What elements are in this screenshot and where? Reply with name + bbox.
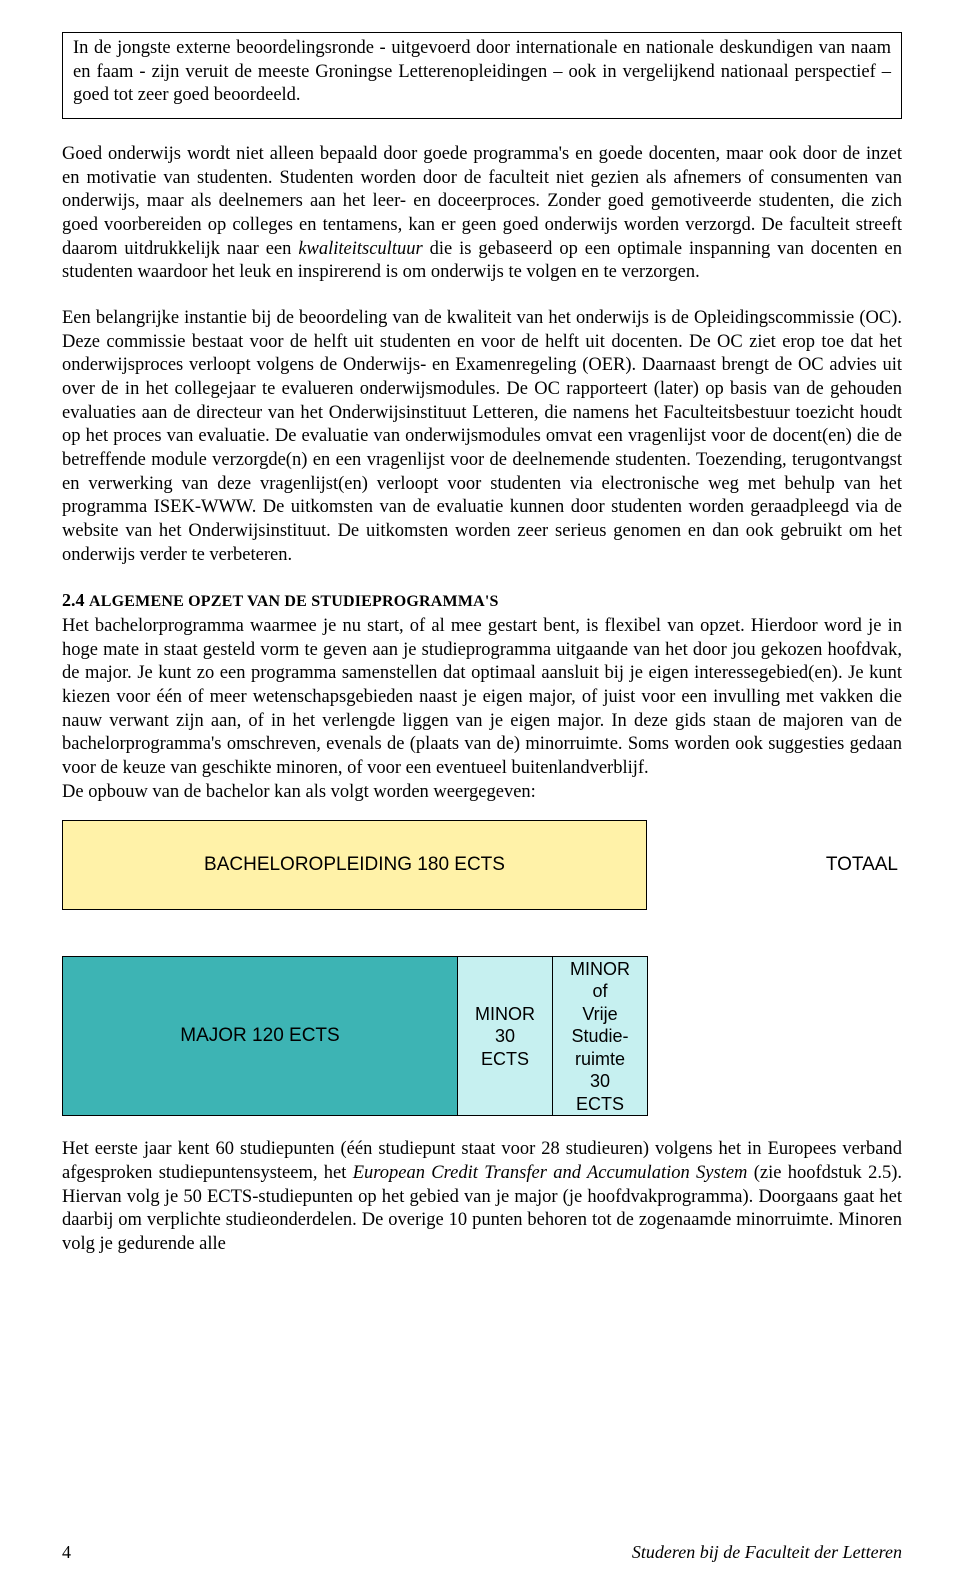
paragraph-4: Het eerste jaar kent 60 studiepunten (éé…: [62, 1138, 902, 1256]
minor2-line2: of: [592, 980, 607, 1003]
bachelor-box: BACHELOROPLEIDING 180 ECTS: [62, 820, 647, 910]
minor2-line5: ruimte: [575, 1048, 625, 1071]
major-minor-diagram-row: MAJOR 120 ECTS MINOR 30 ECTS MINOR of Vr…: [62, 956, 902, 1116]
minor2-line6: 30: [590, 1070, 610, 1093]
footer-title: Studeren bij de Faculteit der Letteren: [632, 1541, 902, 1564]
minor2-line1: MINOR: [570, 958, 630, 981]
major-box: MAJOR 120 ECTS: [62, 956, 458, 1116]
minor-box-2: MINOR of Vrije Studie- ruimte 30 ECTS: [553, 956, 648, 1116]
paragraph-1-italic: kwaliteitscultuur: [298, 239, 422, 259]
minor2-line3: Vrije: [582, 1003, 617, 1026]
paragraph-4-italic: European Credit Transfer and Accumulatio…: [353, 1163, 748, 1183]
paragraph-2: Een belangrijke instantie bij de beoorde…: [62, 307, 902, 567]
section-title: Algemene opzet van de studieprogramma's: [89, 593, 499, 610]
section-heading: 2.4 Algemene opzet van de studieprogramm…: [62, 589, 902, 612]
section-number: 2.4: [62, 590, 85, 610]
paragraph-1: Goed onderwijs wordt niet alleen bepaald…: [62, 143, 902, 285]
highlighted-box: In de jongste externe beoordelingsronde …: [62, 32, 902, 119]
page-footer: 4 Studeren bij de Faculteit der Letteren: [62, 1541, 902, 1564]
minor2-line4: Studie-: [571, 1025, 628, 1048]
minor1-line1: MINOR: [475, 1003, 535, 1026]
minor2-line7: ECTS: [576, 1093, 624, 1116]
paragraph-3-last: De opbouw van de bachelor kan als volgt …: [62, 781, 902, 805]
minor1-line2: 30: [495, 1025, 515, 1048]
minor-box-1: MINOR 30 ECTS: [458, 956, 553, 1116]
minor1-line3: ECTS: [481, 1048, 529, 1071]
boxed-paragraph: In de jongste externe beoordelingsronde …: [73, 37, 891, 108]
totaal-label: TOTAAL: [647, 820, 902, 910]
bachelor-diagram-row: BACHELOROPLEIDING 180 ECTS TOTAAL: [62, 820, 902, 910]
page-number: 4: [62, 1541, 71, 1564]
paragraph-3: Het bachelorprogramma waarmee je nu star…: [62, 615, 902, 781]
